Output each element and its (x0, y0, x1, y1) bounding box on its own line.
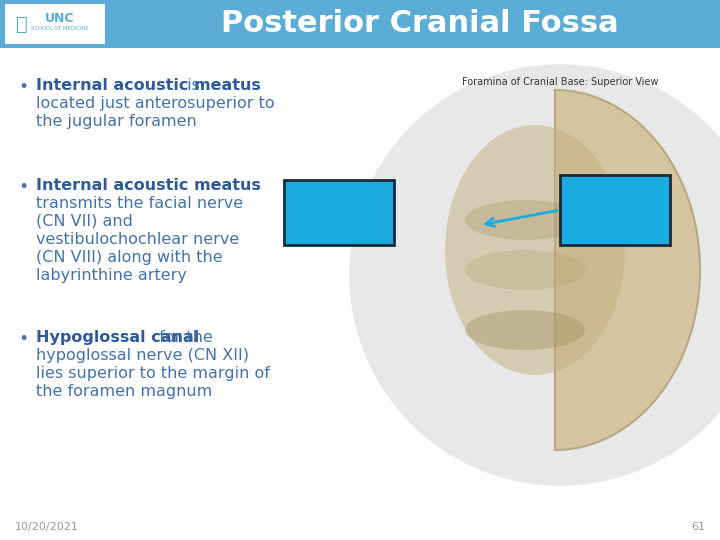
Text: 61: 61 (691, 522, 705, 532)
Ellipse shape (445, 125, 625, 375)
Text: is: is (182, 78, 200, 93)
Ellipse shape (465, 310, 585, 350)
Text: 10/20/2021: 10/20/2021 (15, 522, 79, 532)
Text: UNC: UNC (45, 12, 75, 25)
Text: •: • (18, 178, 28, 196)
Text: Internal acoustic meatus: Internal acoustic meatus (36, 78, 261, 93)
Text: (CN VIII) along with the: (CN VIII) along with the (36, 250, 222, 265)
Text: •: • (18, 78, 28, 96)
Text: located just anterosuperior to: located just anterosuperior to (36, 96, 274, 111)
Text: labyrinthine artery: labyrinthine artery (36, 268, 187, 283)
Text: the foramen magnum: the foramen magnum (36, 384, 212, 399)
Bar (560, 175, 670, 245)
Text: transmits the facial nerve: transmits the facial nerve (36, 196, 243, 211)
Text: Foramina of Cranial Base: Superior View: Foramina of Cranial Base: Superior View (462, 77, 658, 87)
Ellipse shape (465, 250, 585, 290)
Text: (CN VII) and: (CN VII) and (36, 214, 133, 229)
Bar (284, 180, 394, 245)
Bar (0, 0, 720, 48)
Text: 🏛: 🏛 (16, 15, 28, 33)
Ellipse shape (465, 200, 585, 240)
Text: •: • (18, 330, 28, 348)
Text: Hypoglossal canal: Hypoglossal canal (36, 330, 199, 345)
Text: Internal acoustic meatus: Internal acoustic meatus (36, 178, 261, 193)
Bar (5, 4, 105, 44)
PathPatch shape (555, 90, 700, 450)
Text: Posterior Cranial Fossa: Posterior Cranial Fossa (221, 10, 618, 38)
Text: vestibulochochlear nerve: vestibulochochlear nerve (36, 232, 239, 247)
Text: the jugular foramen: the jugular foramen (36, 114, 197, 129)
Text: SCHOOL OF MEDICINE: SCHOOL OF MEDICINE (31, 26, 89, 31)
Circle shape (350, 65, 720, 485)
Text: hypoglossal nerve (CN XII): hypoglossal nerve (CN XII) (36, 348, 249, 363)
Text: lies superior to the margin of: lies superior to the margin of (36, 366, 270, 381)
Text: for the: for the (154, 330, 212, 345)
